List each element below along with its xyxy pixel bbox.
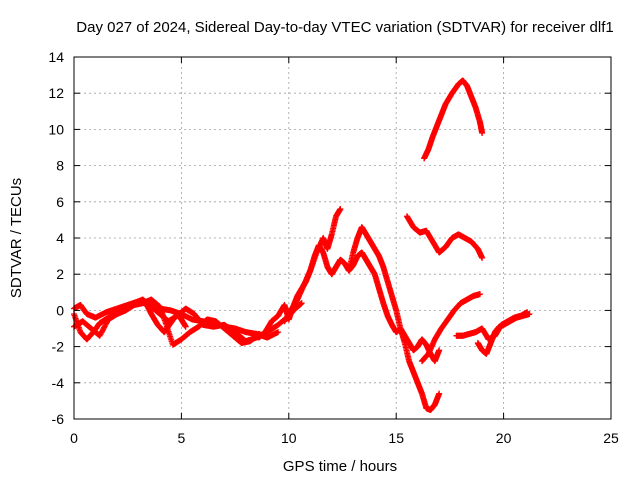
- x-tick-label: 15: [388, 430, 404, 446]
- series-8: [403, 213, 486, 261]
- x-tick-label: 20: [496, 430, 512, 446]
- data-point: [275, 329, 282, 336]
- y-tick-label: 8: [56, 158, 64, 174]
- chart-title: Day 027 of 2024, Sidereal Day-to-day VTE…: [76, 19, 613, 36]
- data-point: [479, 130, 486, 137]
- y-tick-label: 4: [56, 230, 64, 246]
- y-tick-label: -6: [52, 411, 65, 427]
- y-tick-label: 14: [48, 49, 64, 65]
- series-6: [281, 206, 344, 325]
- data-point: [476, 291, 483, 298]
- x-tick-labels: 0 5 10 15 20 25: [70, 430, 619, 446]
- y-tick-label: 6: [56, 194, 64, 210]
- series-12: [474, 311, 533, 357]
- data-point: [337, 206, 344, 213]
- series-7: [345, 224, 443, 413]
- y-tick-label: 10: [48, 121, 64, 137]
- axis-ticks: [73, 56, 612, 420]
- x-tick-label: 0: [70, 430, 78, 446]
- series-10: [421, 77, 486, 162]
- data-point: [182, 323, 189, 330]
- y-tick-labels: -6 -4 -2 0 2 4 6 8 10 12 14: [48, 49, 64, 427]
- y-axis-label: SDTVAR / TECUs: [8, 178, 25, 298]
- series-4: [141, 298, 189, 336]
- data-point: [479, 254, 486, 261]
- data-point: [298, 300, 305, 307]
- data-point: [436, 390, 443, 397]
- x-axis-label: GPS time / hours: [283, 458, 397, 475]
- y-tick-label: -4: [52, 375, 65, 391]
- x-tick-label: 10: [281, 430, 297, 446]
- y-tick-label: 0: [56, 302, 64, 318]
- y-tick-label: -2: [52, 339, 65, 355]
- x-tick-label: 5: [178, 430, 186, 446]
- data-point: [436, 347, 443, 354]
- y-tick-label: 2: [56, 266, 64, 282]
- data-point: [264, 334, 271, 341]
- x-tick-label: 25: [603, 430, 619, 446]
- series-3: [71, 296, 271, 348]
- grid-lines: [74, 57, 611, 419]
- data-points: [71, 77, 533, 413]
- y-tick-label: 12: [48, 85, 64, 101]
- data-point: [526, 311, 533, 318]
- series-9: [418, 291, 483, 365]
